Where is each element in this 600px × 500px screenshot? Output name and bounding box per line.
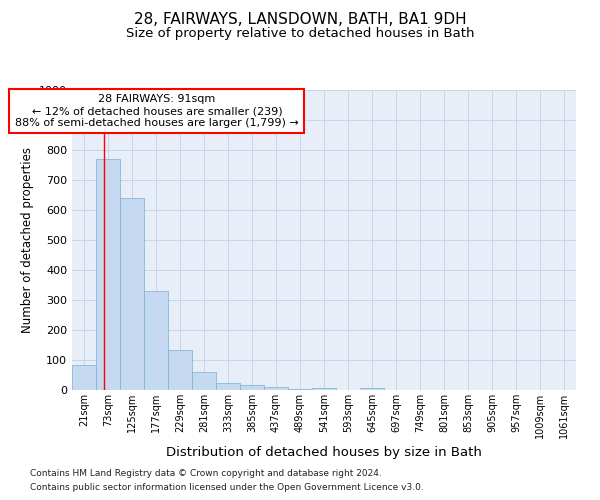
- Bar: [168, 350, 192, 390]
- Bar: [120, 198, 144, 390]
- Text: 28, FAIRWAYS, LANSDOWN, BATH, BA1 9DH: 28, FAIRWAYS, LANSDOWN, BATH, BA1 9DH: [134, 12, 466, 28]
- Bar: [72, 364, 96, 390]
- Text: Size of property relative to detached houses in Bath: Size of property relative to detached ho…: [126, 28, 474, 40]
- Text: Contains HM Land Registry data © Crown copyright and database right 2024.: Contains HM Land Registry data © Crown c…: [30, 468, 382, 477]
- Y-axis label: Number of detached properties: Number of detached properties: [20, 147, 34, 333]
- Bar: [192, 372, 216, 390]
- Bar: [96, 159, 120, 390]
- Bar: [144, 291, 168, 390]
- Bar: [216, 382, 240, 390]
- Bar: [312, 388, 336, 390]
- Bar: [240, 384, 264, 390]
- Bar: [288, 388, 312, 390]
- Bar: [360, 388, 384, 390]
- X-axis label: Distribution of detached houses by size in Bath: Distribution of detached houses by size …: [166, 446, 482, 460]
- Bar: [264, 387, 288, 390]
- Text: 28 FAIRWAYS: 91sqm
← 12% of detached houses are smaller (239)
88% of semi-detach: 28 FAIRWAYS: 91sqm ← 12% of detached hou…: [15, 94, 299, 128]
- Text: Contains public sector information licensed under the Open Government Licence v3: Contains public sector information licen…: [30, 484, 424, 492]
